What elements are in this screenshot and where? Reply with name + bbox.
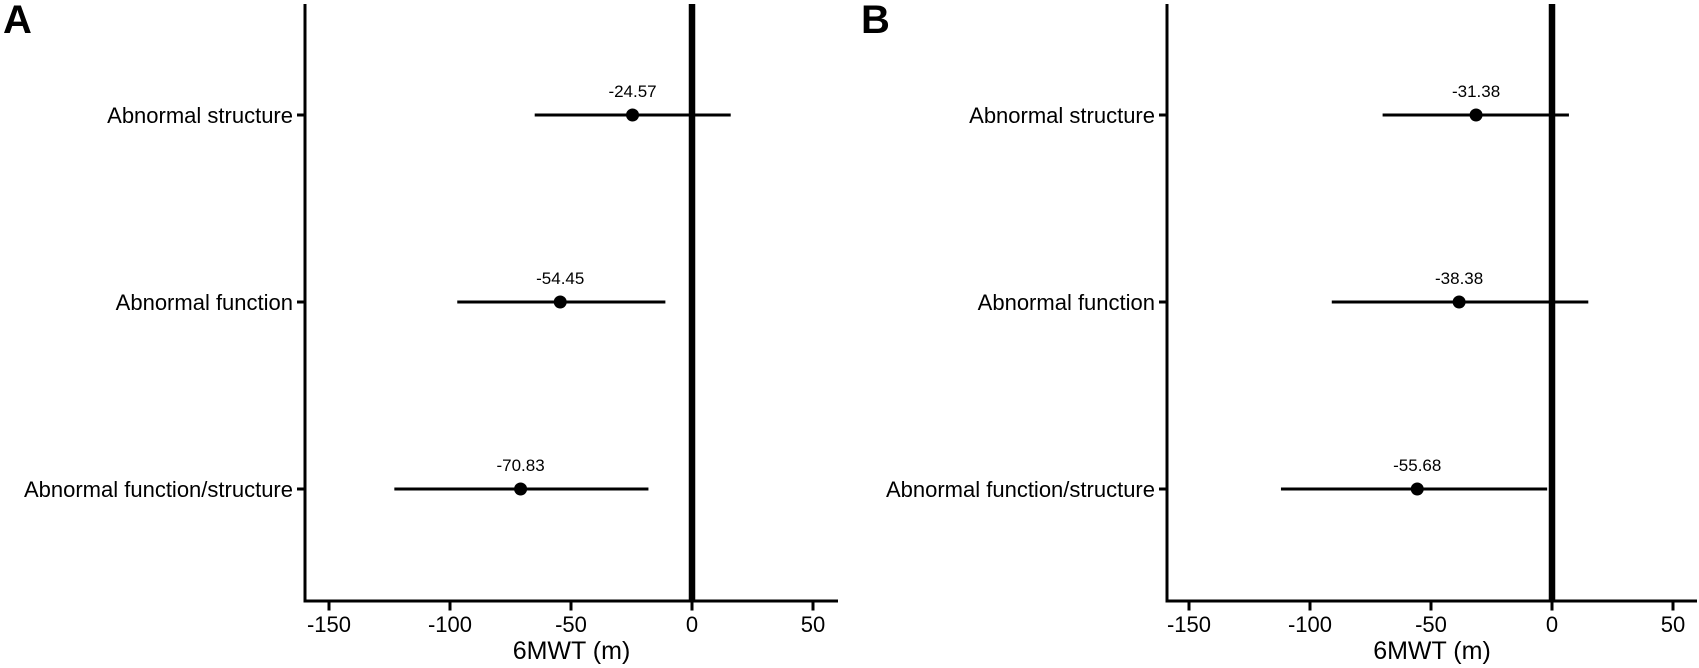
estimate-value-label: -24.57 (608, 82, 656, 101)
x-axis-tick-label: -100 (428, 612, 472, 637)
x-axis-tick-label: -100 (1288, 612, 1332, 637)
x-axis-title: 6MWT (m) (513, 637, 631, 665)
estimate-value-label: -70.83 (496, 456, 544, 475)
category-label: Abnormal structure (107, 103, 293, 128)
point-estimate-dot (514, 482, 528, 496)
point-estimate-dot (1410, 482, 1424, 496)
estimate-value-label: -31.38 (1452, 82, 1500, 101)
x-axis-tick-label: -150 (1167, 612, 1211, 637)
category-label: Abnormal function (116, 290, 293, 315)
x-axis-tick-label: 50 (1661, 612, 1685, 637)
x-axis-tick-label: -50 (555, 612, 587, 637)
category-label: Abnormal function/structure (886, 477, 1155, 502)
x-axis-tick-label: -50 (1415, 612, 1447, 637)
point-estimate-dot (1452, 295, 1466, 309)
category-label: Abnormal structure (969, 103, 1155, 128)
x-axis-tick-label: 0 (686, 612, 698, 637)
point-estimate-dot (553, 295, 567, 309)
x-axis-tick-label: 50 (801, 612, 825, 637)
x-axis-tick-label: -150 (307, 612, 351, 637)
x-axis-tick-label: 0 (1546, 612, 1558, 637)
x-axis-title: 6MWT (m) (1373, 637, 1491, 665)
panel-b-letter: B (861, 0, 890, 42)
estimate-value-label: -54.45 (536, 269, 584, 288)
panel-a-letter: A (3, 0, 32, 42)
point-estimate-dot (1469, 108, 1483, 122)
category-label: Abnormal function/structure (24, 477, 293, 502)
estimate-value-label: -55.68 (1393, 456, 1441, 475)
category-label: Abnormal function (978, 290, 1155, 315)
point-estimate-dot (626, 108, 640, 122)
estimate-value-label: -38.38 (1435, 269, 1483, 288)
